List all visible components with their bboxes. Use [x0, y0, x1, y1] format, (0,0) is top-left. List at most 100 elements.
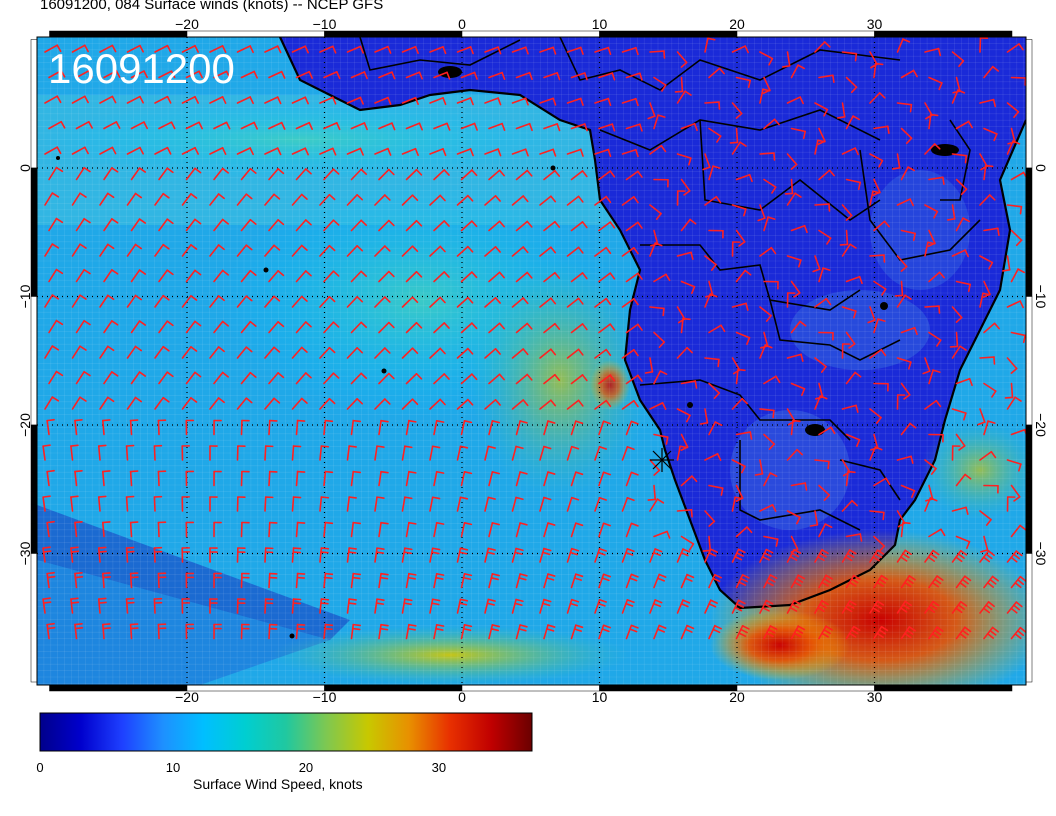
wind-barb — [236, 96, 254, 105]
wind-barb — [295, 270, 312, 283]
wind-barb — [869, 92, 886, 104]
longitude-label: 20 — [729, 16, 745, 32]
wind-barb — [869, 549, 885, 563]
wind-barb — [708, 382, 721, 399]
wind-barb — [97, 495, 107, 512]
wind-barb — [566, 297, 584, 308]
wind-barb — [71, 243, 87, 257]
wind-barb — [378, 572, 389, 589]
wind-barb — [676, 445, 688, 461]
wind-barb — [460, 373, 478, 385]
wind-barb — [570, 272, 588, 283]
wind-barb — [405, 270, 423, 283]
wind-barb — [209, 496, 218, 512]
wind-barb — [74, 470, 83, 487]
wind-barb — [433, 373, 450, 385]
colorbar-tick-label: 20 — [298, 760, 314, 775]
wind-barb — [295, 70, 313, 79]
wind-barb — [1006, 496, 1016, 512]
wind-barb — [158, 167, 174, 181]
wind-barb — [598, 170, 616, 181]
wind-barb — [323, 521, 334, 538]
wind-barb — [570, 170, 588, 181]
wind-barb — [460, 522, 473, 538]
wind-barb — [511, 246, 529, 257]
wind-barb — [704, 510, 716, 527]
wind-barb — [543, 420, 556, 436]
wind-barb — [350, 71, 368, 80]
wind-barb — [460, 471, 473, 487]
wind-barb — [869, 408, 882, 424]
colorbar — [39, 712, 533, 752]
wind-barb — [836, 102, 846, 119]
wind-barb — [181, 44, 199, 53]
wind-barb — [979, 601, 995, 614]
wind-barb — [873, 220, 890, 232]
wind-barb — [429, 398, 446, 410]
wind-barb — [350, 270, 368, 283]
wind-barb — [763, 625, 778, 640]
wind-barb — [236, 45, 254, 54]
wind-barb — [346, 96, 364, 105]
wind-barb — [268, 470, 278, 487]
wind-barb — [625, 323, 643, 334]
wind-barb — [101, 470, 111, 487]
colorbar-tick-label: 30 — [431, 760, 447, 775]
wind-barb — [653, 624, 667, 640]
wind-barb — [928, 626, 944, 640]
wind-barb — [676, 190, 686, 206]
wind-barb — [625, 221, 643, 232]
wind-barb — [264, 295, 281, 308]
wind-barb — [129, 470, 139, 487]
wind-barb — [570, 522, 584, 538]
longitude-labels-bottom: −20 −10 0 10 20 30 — [175, 689, 882, 705]
wind-barb — [598, 573, 612, 589]
wind-barb — [185, 70, 203, 79]
wind-barb — [236, 346, 253, 359]
wind-barb — [460, 71, 478, 80]
wind-barb — [873, 625, 889, 640]
wind-barb — [181, 146, 199, 155]
wind-barb — [264, 496, 274, 512]
wind-barb — [1006, 550, 1023, 563]
wind-barb — [295, 121, 313, 130]
wind-barb — [158, 218, 174, 232]
wind-barb — [1010, 575, 1026, 589]
wind-barb — [676, 508, 693, 518]
wind-barb — [429, 245, 446, 257]
wind-barb — [1006, 140, 1021, 155]
wind-barb — [598, 624, 612, 640]
wind-barb — [374, 445, 385, 461]
wind-barb — [511, 97, 529, 106]
wind-barb — [1010, 268, 1026, 283]
wind-barb — [291, 397, 308, 410]
wind-barb — [702, 153, 711, 171]
wind-barb — [735, 526, 753, 538]
wind-barb — [680, 624, 695, 640]
wind-barb — [240, 371, 257, 385]
wind-barb — [350, 521, 361, 538]
wind-barb — [1010, 626, 1026, 640]
wind-barb — [125, 495, 135, 512]
wind-barb — [130, 218, 147, 232]
wind-barb — [240, 419, 250, 436]
wind-barb — [213, 218, 229, 232]
wind-barb — [653, 76, 667, 92]
wind-barb — [979, 550, 995, 563]
wind-barb — [374, 194, 391, 206]
wind-barb — [809, 510, 819, 527]
wind-barb — [979, 98, 997, 108]
wind-barb — [708, 127, 722, 143]
wind-barb — [676, 408, 691, 423]
wind-barb — [543, 123, 561, 132]
wind-barb — [264, 445, 274, 461]
wind-barb — [951, 345, 967, 359]
wind-barb — [1004, 382, 1014, 399]
wind-barb — [74, 521, 83, 538]
wind-barb — [979, 194, 996, 206]
wind-barb — [949, 331, 959, 348]
wind-barb — [625, 272, 643, 283]
wind-barb — [983, 127, 998, 142]
wind-barb — [869, 254, 886, 263]
wind-barb — [763, 280, 779, 290]
